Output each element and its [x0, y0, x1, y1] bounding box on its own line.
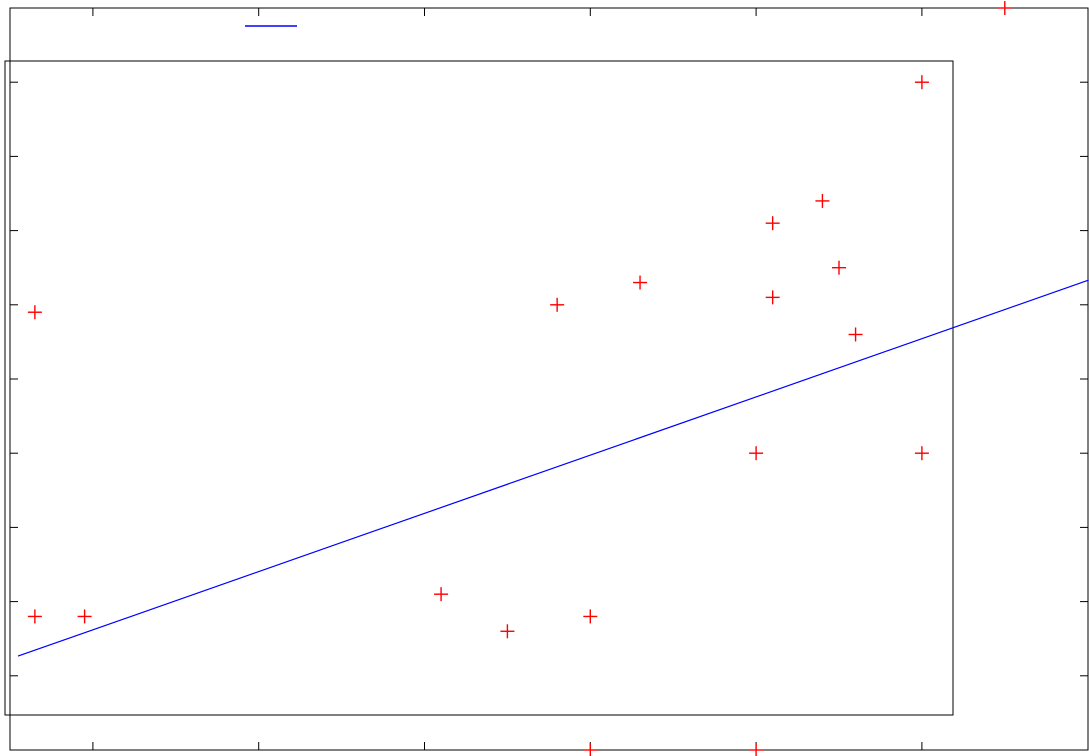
- inner-box: [4, 60, 954, 716]
- data-point: [914, 75, 929, 90]
- data-point: [500, 624, 515, 639]
- data-point: [749, 743, 764, 756]
- axis-ticks: [10, 8, 1088, 750]
- data-point: [765, 216, 780, 231]
- data-point: [815, 193, 830, 208]
- scatter-series: [27, 1, 1012, 756]
- data-point: [914, 446, 929, 461]
- axes-frame: [9, 7, 1089, 751]
- data-point: [633, 275, 648, 290]
- data-point: [749, 446, 764, 461]
- data-point: [765, 290, 780, 305]
- data-point: [27, 305, 42, 320]
- data-point: [832, 260, 846, 275]
- data-point: [550, 297, 565, 312]
- plot-border: [9, 7, 1089, 751]
- data-point: [997, 1, 1012, 15]
- inner-rectangle: [4, 60, 954, 716]
- fit-line: [17, 279, 1089, 657]
- fit-line-series: [17, 279, 1089, 657]
- data-point: [583, 609, 598, 624]
- data-point: [848, 327, 863, 342]
- data-point: [434, 587, 449, 602]
- data-point: [27, 609, 42, 624]
- data-point: [583, 743, 598, 756]
- data-point: [77, 609, 92, 624]
